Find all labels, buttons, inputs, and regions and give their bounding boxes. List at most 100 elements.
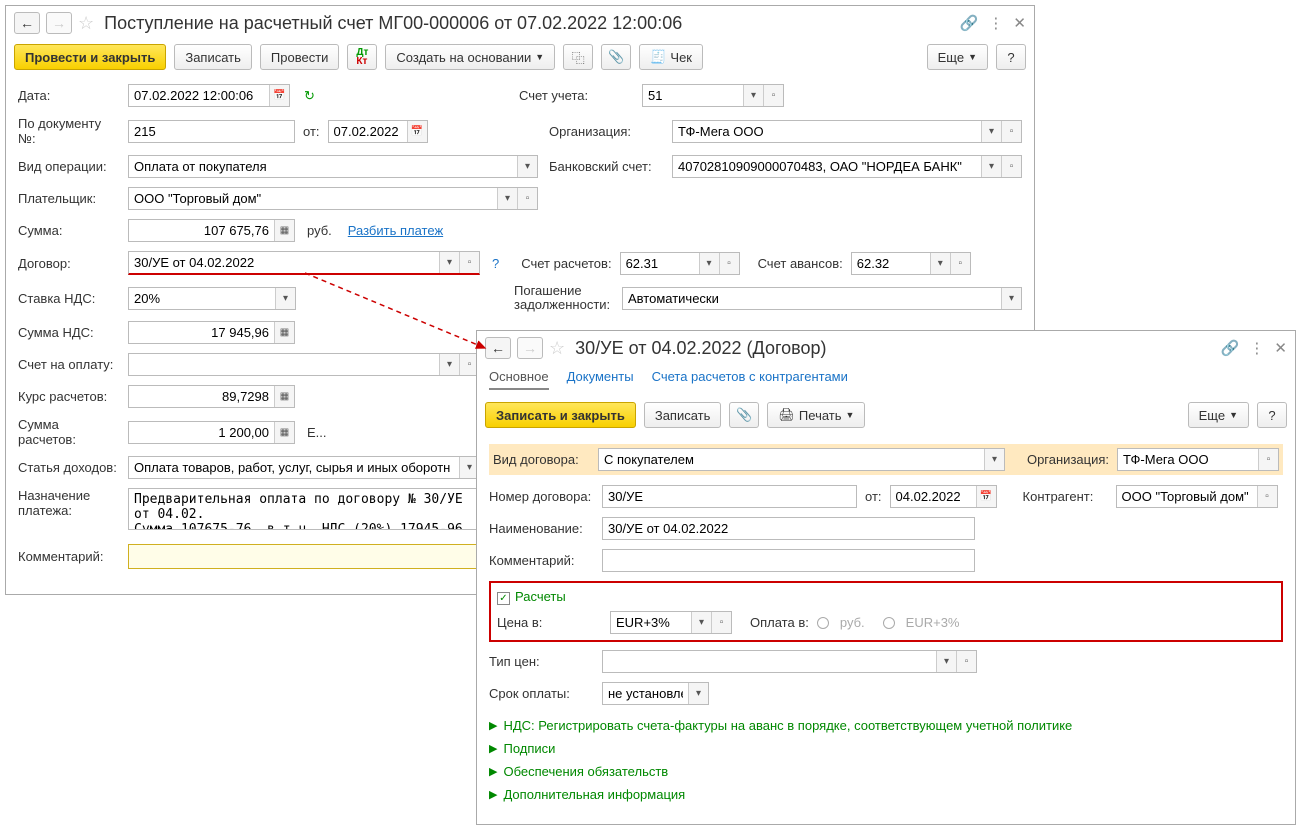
rub-radio[interactable] — [817, 617, 829, 629]
dropdown-icon[interactable]: ▾ — [1001, 288, 1021, 309]
org-input[interactable] — [1118, 449, 1258, 470]
split-link[interactable]: Разбить платеж — [348, 223, 443, 238]
more-button[interactable]: Еще ▼ — [927, 44, 988, 70]
calc-checkbox[interactable]: ✓ — [497, 592, 510, 605]
post-and-close-button[interactable]: Провести и закрыть — [14, 44, 166, 70]
income-input[interactable] — [129, 457, 459, 478]
attach-button[interactable]: 📎 — [601, 44, 631, 70]
tab-docs[interactable]: Документы — [567, 369, 634, 390]
forward-button[interactable]: → — [517, 337, 543, 359]
attach-button[interactable]: 📎 — [729, 402, 759, 428]
dropdown-icon[interactable]: ▾ — [691, 612, 711, 633]
dropdown-icon[interactable]: ▾ — [981, 156, 1001, 177]
amount-input[interactable] — [129, 220, 274, 241]
contract-input[interactable] — [129, 252, 439, 273]
calc-icon[interactable]: ▦ — [274, 322, 294, 343]
docdate-input[interactable] — [329, 121, 407, 142]
help-button[interactable]: ? — [1257, 402, 1287, 428]
cno-input[interactable] — [603, 486, 856, 507]
dropdown-icon[interactable]: ▾ — [439, 252, 459, 273]
more-button[interactable]: Еще ▼ — [1188, 402, 1249, 428]
expand-addinfo[interactable]: ▶Дополнительная информация — [489, 783, 1283, 806]
vatrate-input[interactable] — [129, 288, 275, 309]
optype-input[interactable] — [129, 156, 517, 177]
dropdown-icon[interactable]: ▾ — [517, 156, 537, 177]
post-button[interactable]: Провести — [260, 44, 340, 70]
dtkt-button[interactable]: ДтКт — [347, 44, 377, 70]
rate-input[interactable] — [129, 386, 274, 407]
tab-accounts[interactable]: Счета расчетов с контрагентами — [652, 369, 848, 390]
calc-icon[interactable]: ▦ — [274, 422, 294, 443]
dropdown-icon[interactable]: ▾ — [699, 253, 719, 274]
pricetype-input[interactable] — [603, 651, 936, 672]
dropdown-icon[interactable]: ▾ — [743, 85, 763, 106]
save-close-button[interactable]: Записать и закрыть — [485, 402, 636, 428]
kebab-icon[interactable]: ⋮ — [988, 14, 1003, 32]
comment-input[interactable] — [603, 550, 974, 571]
open-icon[interactable]: ▫ — [1001, 156, 1021, 177]
open-icon[interactable]: ▫ — [459, 252, 479, 273]
dropdown-icon[interactable]: ▾ — [275, 288, 295, 309]
eur-radio[interactable] — [883, 617, 895, 629]
debt-input[interactable] — [623, 288, 1001, 309]
name-input[interactable] — [603, 518, 974, 539]
dropdown-icon[interactable]: ▾ — [439, 354, 459, 375]
dropdown-icon[interactable]: ▾ — [930, 253, 950, 274]
link-icon[interactable]: 🔗 — [1221, 339, 1240, 357]
docno-input[interactable] — [129, 121, 294, 142]
print-button[interactable]: 🖨 Печать ▼ — [767, 402, 865, 428]
calc-icon[interactable]: ▦ — [274, 386, 294, 407]
create-based-button[interactable]: Создать на основании ▼ — [385, 44, 555, 70]
favorite-icon[interactable]: ☆ — [549, 338, 565, 359]
open-icon[interactable]: ▫ — [711, 612, 731, 633]
close-icon[interactable]: ✕ — [1013, 14, 1026, 32]
open-icon[interactable]: ▫ — [763, 85, 783, 106]
dropdown-icon[interactable]: ▾ — [981, 121, 1001, 142]
open-icon[interactable]: ▫ — [950, 253, 970, 274]
forward-button[interactable]: → — [46, 12, 72, 34]
tab-main[interactable]: Основное — [489, 369, 549, 390]
calendar-icon[interactable]: 📅 — [976, 486, 996, 507]
org-input[interactable] — [673, 121, 981, 142]
calcamt-input[interactable] — [129, 422, 274, 443]
bankacc-input[interactable] — [673, 156, 981, 177]
refresh-icon[interactable]: ↻ — [304, 88, 315, 104]
comment-input[interactable] — [128, 544, 480, 569]
open-icon[interactable]: ▫ — [517, 188, 537, 209]
open-icon[interactable]: ▫ — [1001, 121, 1021, 142]
help-button[interactable]: ? — [996, 44, 1026, 70]
expand-oblig[interactable]: ▶Обеспечения обязательств — [489, 760, 1283, 783]
dropdown-icon[interactable]: ▾ — [688, 683, 708, 704]
date-input[interactable] — [129, 85, 269, 106]
expand-sign[interactable]: ▶Подписи — [489, 737, 1283, 760]
cparty-input[interactable] — [1117, 486, 1257, 507]
save-button[interactable]: Записать — [174, 44, 252, 70]
link-icon[interactable]: 🔗 — [960, 14, 979, 32]
back-button[interactable]: ← — [485, 337, 511, 359]
calendar-icon[interactable]: 📅 — [407, 121, 427, 142]
cdate-input[interactable] — [891, 486, 976, 507]
calendar-icon[interactable]: 📅 — [269, 85, 289, 106]
dropdown-icon[interactable]: ▾ — [936, 651, 956, 672]
dropdown-icon[interactable]: ▾ — [497, 188, 517, 209]
open-icon[interactable]: ▫ — [956, 651, 976, 672]
calc-icon[interactable]: ▦ — [274, 220, 294, 241]
payer-input[interactable] — [129, 188, 497, 209]
advacc-input[interactable] — [852, 253, 930, 274]
close-icon[interactable]: ✕ — [1274, 339, 1287, 357]
payterm-input[interactable] — [603, 683, 688, 704]
favorite-icon[interactable]: ☆ — [78, 13, 94, 34]
vatamt-input[interactable] — [129, 322, 274, 343]
structure-button[interactable]: ⿻ — [563, 44, 593, 70]
account-input[interactable] — [643, 85, 743, 106]
dropdown-icon[interactable]: ▾ — [984, 449, 1004, 470]
open-icon[interactable]: ▫ — [719, 253, 739, 274]
help-icon[interactable]: ? — [492, 256, 499, 271]
open-icon[interactable]: ▫ — [1257, 486, 1277, 507]
save-button[interactable]: Записать — [644, 402, 722, 428]
invoice-input[interactable] — [129, 354, 439, 375]
calcacc-input[interactable] — [621, 253, 699, 274]
pricein-input[interactable] — [611, 612, 691, 633]
ctype-input[interactable] — [599, 449, 984, 470]
cheque-button[interactable]: 🧾 Чек — [639, 44, 703, 70]
